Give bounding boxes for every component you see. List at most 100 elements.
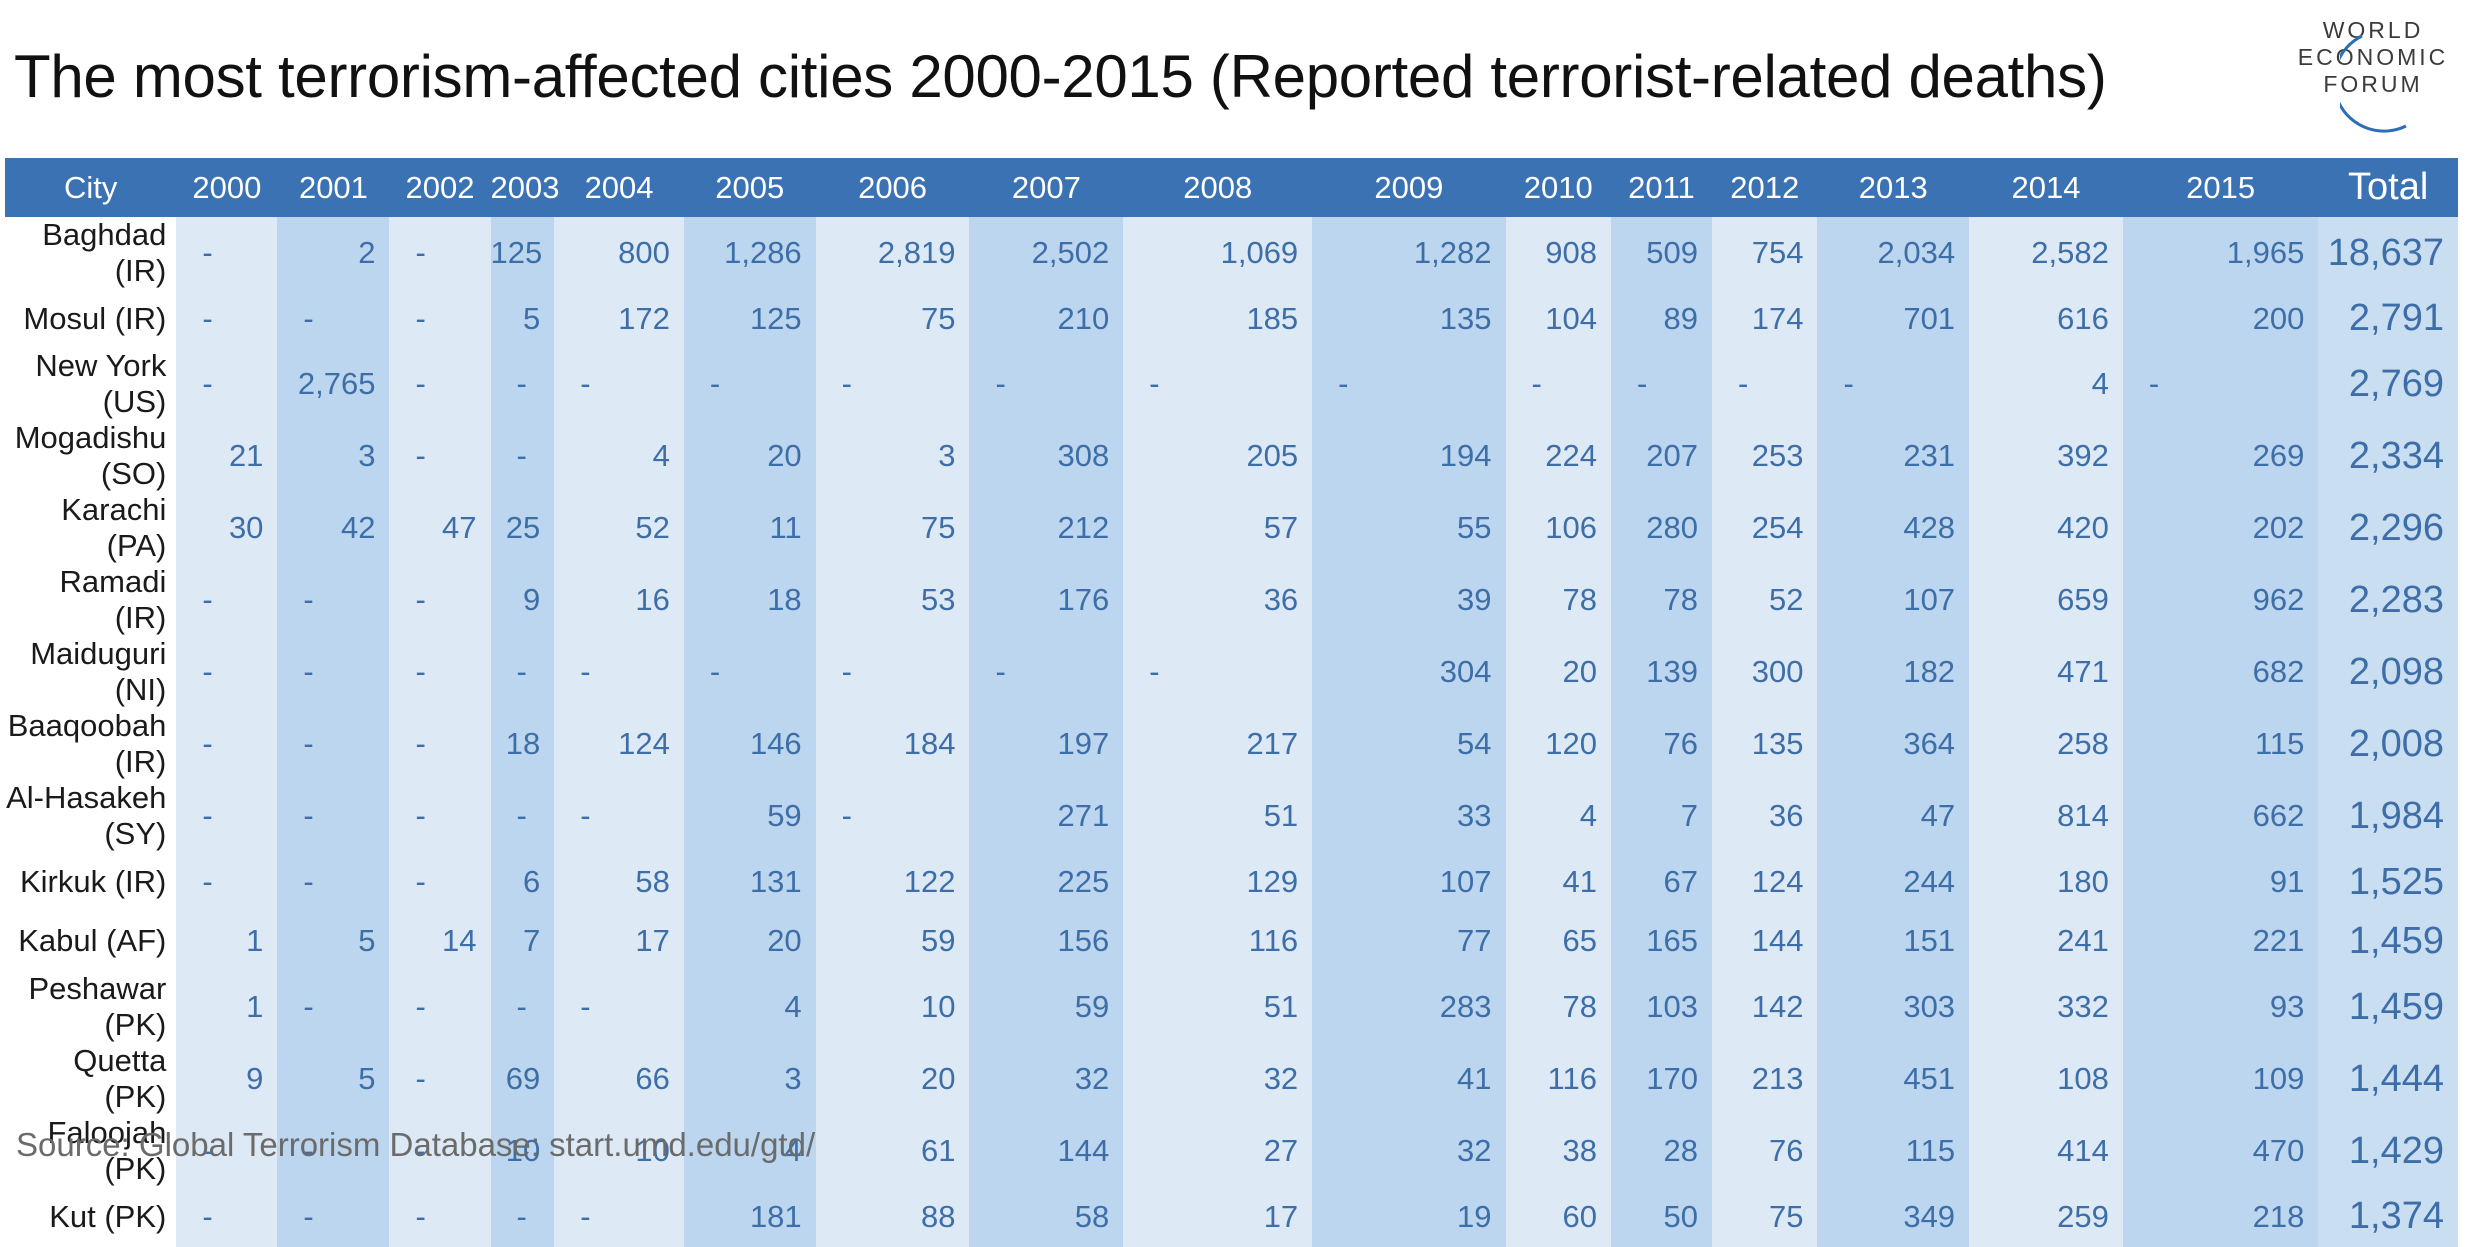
table-row: Mogadishu (SO) 21 3- -4 20 3 308 205 194 224 207 25… [5, 420, 2458, 493]
value-cell: 5 [490, 289, 555, 349]
value-cell: - [277, 852, 390, 912]
value-cell: 3 [815, 420, 970, 493]
value-cell: 47 [389, 492, 491, 565]
table-row: Quetta (PK) 9 5-69 66 3 20 32 32 41 116 170 213 451 1… [5, 1043, 2458, 1116]
value-cell: 108 [1969, 1043, 2123, 1116]
column-header-total: Total [2318, 158, 2458, 217]
value-cell: 76 [1712, 1115, 1818, 1188]
value-cell: 41 [1312, 1043, 1506, 1116]
total-cell: 1,429 [2318, 1115, 2458, 1188]
value-cell: 181 [683, 1187, 816, 1247]
value-cell: 3 [277, 420, 390, 493]
value-cell: 115 [2122, 708, 2319, 781]
value-cell: 225 [969, 852, 1124, 912]
total-cell: 1,459 [2318, 911, 2458, 972]
value-cell: 303 [1817, 971, 1970, 1044]
value-cell: 4 [683, 971, 816, 1044]
value-cell: 55 [1312, 492, 1506, 565]
value-cell: 107 [1312, 852, 1506, 912]
value-cell: 21 [176, 420, 278, 493]
value-cell: 50 [1610, 1187, 1713, 1247]
column-header-2005: 2005 [683, 158, 816, 217]
value-cell: - [554, 348, 684, 421]
table-row: Ramadi (IR) - - -9 16 18 53 176 36 39 78 78 52 107 659… [5, 564, 2458, 637]
value-cell: 392 [1969, 420, 2123, 493]
value-cell: - [490, 780, 555, 853]
value-cell: 61 [815, 1115, 970, 1188]
city-name: Ramadi (IR) [5, 564, 177, 637]
wef-logo: WORLD ECONOMIC FORUM [2288, 14, 2458, 133]
value-cell: 116 [1505, 1043, 1611, 1116]
value-cell: - [683, 636, 816, 709]
value-cell: 800 [554, 217, 684, 289]
value-cell: 10 [815, 971, 970, 1044]
value-cell: 1,286 [683, 217, 816, 289]
value-cell: - [389, 1115, 491, 1188]
value-cell: 202 [2122, 492, 2319, 565]
value-cell: 207 [1610, 420, 1713, 493]
value-cell: 2,582 [1969, 217, 2123, 289]
value-cell: 20 [1505, 636, 1611, 709]
value-cell: 908 [1505, 217, 1611, 289]
table-row: Karachi (PA) 30 42 47 25 52 11 75 212 57 55 106 280 2… [5, 492, 2458, 565]
table-row: Kut (PK) - - - - -181 88 58 17 19 60 50 75 349 259 218 1… [5, 1187, 2458, 1247]
value-cell: 156 [969, 911, 1124, 972]
value-cell: 814 [1969, 780, 2123, 853]
column-header-2015: 2015 [2122, 158, 2319, 217]
value-cell: 254 [1712, 492, 1818, 565]
value-cell: - [389, 420, 491, 493]
value-cell: 39 [1312, 564, 1506, 637]
value-cell: 28 [1610, 1115, 1713, 1188]
value-cell: 1 [176, 911, 278, 972]
value-cell: 17 [554, 911, 684, 972]
value-cell: 59 [683, 780, 816, 853]
value-cell: 470 [2122, 1115, 2319, 1188]
value-cell: - [176, 348, 278, 421]
value-cell: - [389, 1187, 491, 1247]
value-cell: 135 [1712, 708, 1818, 781]
value-cell: 451 [1817, 1043, 1970, 1116]
value-cell: 5 [277, 1043, 390, 1116]
value-cell: 213 [1712, 1043, 1818, 1116]
value-cell: 420 [1969, 492, 2123, 565]
value-cell: 182 [1817, 636, 1970, 709]
value-cell: 200 [2122, 289, 2319, 349]
value-cell: 509 [1610, 217, 1713, 289]
value-cell: - [389, 971, 491, 1044]
city-name: Peshawar (PK) [5, 971, 177, 1044]
total-cell: 1,444 [2318, 1043, 2458, 1116]
column-header-2007: 2007 [969, 158, 1124, 217]
value-cell: - [389, 217, 491, 289]
value-cell: 75 [815, 492, 970, 565]
column-header-2011: 2011 [1610, 158, 1713, 217]
value-cell: - [176, 780, 278, 853]
value-cell: - [277, 1115, 390, 1188]
table-header-row: City 2000 2001 2002 2003 2004 2005 2006 2007 2008… [5, 158, 2458, 217]
value-cell: 2 [277, 217, 390, 289]
value-cell: 93 [2122, 971, 2319, 1044]
value-cell: 2,502 [969, 217, 1124, 289]
total-cell: 18,637 [2318, 217, 2458, 289]
value-cell: 170 [1610, 1043, 1713, 1116]
value-cell: 185 [1123, 289, 1313, 349]
value-cell: 283 [1312, 971, 1506, 1044]
value-cell: 962 [2122, 564, 2319, 637]
value-cell: 10 [490, 1115, 555, 1188]
city-name: Kut (PK) [5, 1187, 177, 1247]
value-cell: 253 [1712, 420, 1818, 493]
value-cell: 125 [683, 289, 816, 349]
city-name: Mosul (IR) [5, 289, 177, 349]
column-header-2013: 2013 [1817, 158, 1970, 217]
column-header-2014: 2014 [1969, 158, 2123, 217]
table-row: Kabul (AF) 1 5 14 7 17 20 59 156 116 77 65 165 144 151… [5, 911, 2458, 972]
value-cell: 701 [1817, 289, 1970, 349]
value-cell: - [176, 852, 278, 912]
value-cell: 4 [1505, 780, 1611, 853]
value-cell: 1 [176, 971, 278, 1044]
value-cell: - [389, 1043, 491, 1116]
total-cell: 1,374 [2318, 1187, 2458, 1247]
value-cell: - [277, 708, 390, 781]
total-cell: 1,984 [2318, 780, 2458, 853]
value-cell: - [389, 636, 491, 709]
value-cell: 106 [1505, 492, 1611, 565]
